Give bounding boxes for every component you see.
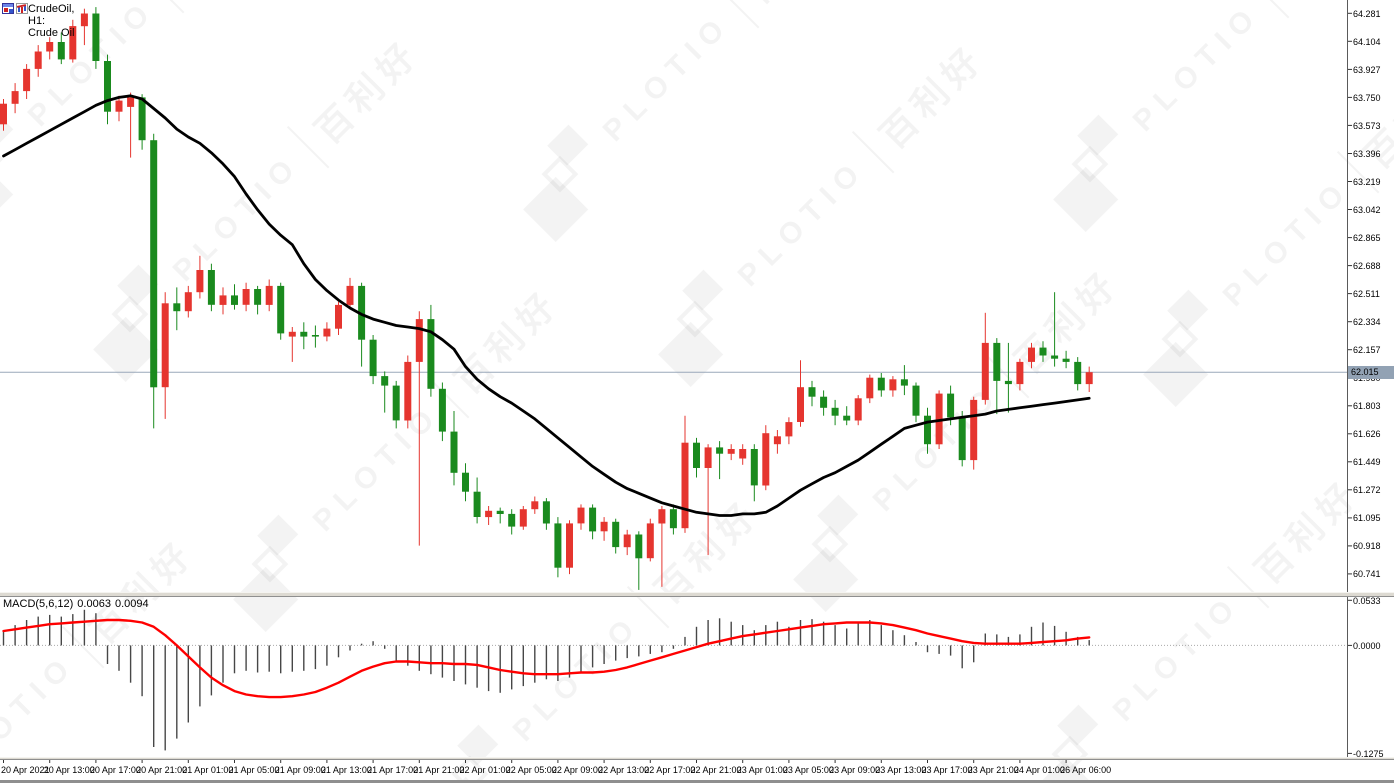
time-axis-label: 23 Apr 21:00 (967, 765, 1019, 775)
price-axis-label: 60.918 (1353, 541, 1381, 552)
time-axis-label: 22 Apr 09:00 (551, 765, 603, 775)
price-axis-label: 61.803 (1353, 401, 1381, 412)
time-axis-label: 23 Apr 13:00 (875, 765, 927, 775)
price-axis-label: 60.741 (1353, 569, 1381, 580)
time-axis-label: 20 Apr 2021 (1, 765, 50, 775)
time-axis-label: 20 Apr 17:00 (89, 765, 141, 775)
time-axis-label: 26 Apr 06:00 (1060, 765, 1112, 775)
price-axis-label: 62.688 (1353, 261, 1381, 272)
price-axis-label: 61.272 (1353, 485, 1381, 496)
macd-signal-value: 0.0094 (114, 598, 149, 610)
time-axis-label: 21 Apr 21:00 (413, 765, 465, 775)
macd-histogram (2, 609, 1090, 751)
price-axis-label: 64.281 (1353, 8, 1381, 19)
time-axis-label: 22 Apr 17:00 (644, 765, 696, 775)
price-axis-label: 61.095 (1353, 513, 1381, 524)
time-axis-label: 22 Apr 01:00 (459, 765, 511, 775)
price-axis-label: 64.104 (1353, 36, 1381, 47)
price-axis-label: 63.219 (1353, 176, 1381, 187)
time-axis-label: 21 Apr 17:00 (367, 765, 419, 775)
axis-splitter[interactable] (0, 757, 1394, 760)
price-axis-label: 63.573 (1353, 120, 1381, 131)
price-axis-label: 62.157 (1353, 345, 1381, 356)
current-price-value: 62.015 (1351, 366, 1379, 377)
price-axis-label: 62.334 (1353, 317, 1381, 328)
time-axis-label: 22 Apr 13:00 (598, 765, 650, 775)
time-axis-label: 21 Apr 05:00 (228, 765, 280, 775)
panel-splitter[interactable] (0, 592, 1394, 597)
time-axis-label: 21 Apr 13:00 (320, 765, 372, 775)
price-axis-label: 62.511 (1353, 289, 1380, 300)
price-axis-label: 63.750 (1353, 92, 1381, 103)
candlesticks (0, 7, 1093, 590)
time-axis-label: 23 Apr 05:00 (782, 765, 834, 775)
moving-average-line (2, 94, 1091, 517)
price-axis-label: 63.042 (1353, 205, 1381, 216)
time-axis-label: 22 Apr 05:00 (505, 765, 557, 775)
time-axis-label: 21 Apr 09:00 (274, 765, 326, 775)
macd-axis[interactable]: 0.0533 0.0000 -0.1275 (1347, 0, 1394, 783)
price-axis-label: 61.626 (1353, 429, 1381, 440)
time-axis-label: 22 Apr 21:00 (690, 765, 742, 775)
time-axis-label: 23 Apr 09:00 (829, 765, 881, 775)
time-axis-label: 20 Apr 21:00 (136, 765, 188, 775)
macd-name: MACD(5,6,12) (3, 598, 74, 610)
macd-axis-label: -0.1275 (1353, 748, 1384, 759)
macd-signal-line (2, 618, 1091, 699)
time-axis-label: 21 Apr 01:00 (182, 765, 234, 775)
window-bottom-edge (0, 780, 1394, 783)
axis-border (1347, 0, 1348, 760)
current-price-label: 62.015 (1348, 365, 1394, 379)
time-axis-label: 23 Apr 01:00 (736, 765, 788, 775)
macd-main-value: 0.0063 (77, 598, 111, 610)
price-axis-label: 63.396 (1353, 148, 1381, 159)
bar-chart-icon (16, 3, 28, 14)
macd-axis-label: 0.0000 (1353, 640, 1381, 651)
time-axis-label: 23 Apr 17:00 (921, 765, 973, 775)
symbol-title: CrudeOil, H1: Crude Oil (28, 3, 75, 39)
time-axis[interactable]: 20 Apr 2021 20 Apr 13:00 20 Apr 17:00 20 Ap… (0, 760, 1394, 780)
price-axis-label: 62.865 (1353, 233, 1381, 244)
chart-window-icon (2, 3, 14, 14)
time-axis-label: 20 Apr 13:00 (43, 765, 95, 775)
price-axis-label: 61.449 (1353, 457, 1381, 468)
axis-ticks (3, 12, 1352, 763)
macd-indicator-label: MACD(5,6,12) 0.0063 0.0094 (3, 598, 153, 610)
macd-axis-label: 0.0533 (1353, 595, 1381, 606)
price-axis-label: 63.927 (1353, 64, 1381, 75)
time-axis-label: 24 Apr 01:00 (1013, 765, 1065, 775)
